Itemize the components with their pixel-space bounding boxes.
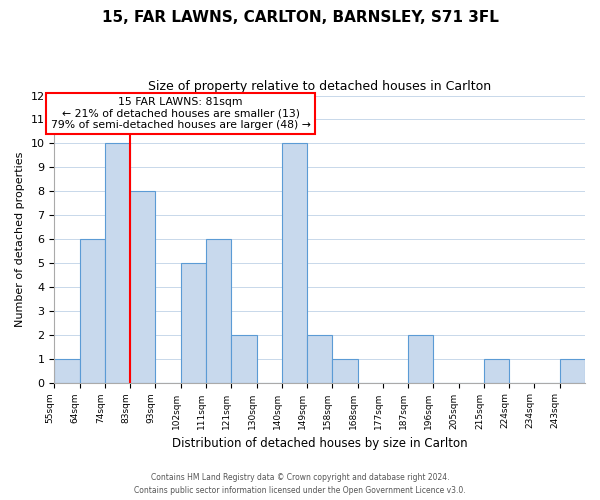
Bar	[332, 358, 358, 382]
X-axis label: Distribution of detached houses by size in Carlton: Distribution of detached houses by size …	[172, 437, 467, 450]
Bar	[130, 191, 155, 382]
Bar	[484, 358, 509, 382]
Title: Size of property relative to detached houses in Carlton: Size of property relative to detached ho…	[148, 80, 491, 93]
Bar	[181, 263, 206, 382]
Bar	[105, 144, 130, 382]
Bar	[408, 334, 433, 382]
Bar	[55, 358, 80, 382]
Text: 15 FAR LAWNS: 81sqm
← 21% of detached houses are smaller (13)
79% of semi-detach: 15 FAR LAWNS: 81sqm ← 21% of detached ho…	[51, 97, 311, 130]
Text: Contains HM Land Registry data © Crown copyright and database right 2024.
Contai: Contains HM Land Registry data © Crown c…	[134, 474, 466, 495]
Bar	[560, 358, 585, 382]
Bar	[307, 334, 332, 382]
Bar	[206, 239, 231, 382]
Bar	[80, 239, 105, 382]
Y-axis label: Number of detached properties: Number of detached properties	[15, 152, 25, 327]
Bar	[282, 144, 307, 382]
Text: 15, FAR LAWNS, CARLTON, BARNSLEY, S71 3FL: 15, FAR LAWNS, CARLTON, BARNSLEY, S71 3F…	[101, 10, 499, 25]
Bar	[231, 334, 257, 382]
